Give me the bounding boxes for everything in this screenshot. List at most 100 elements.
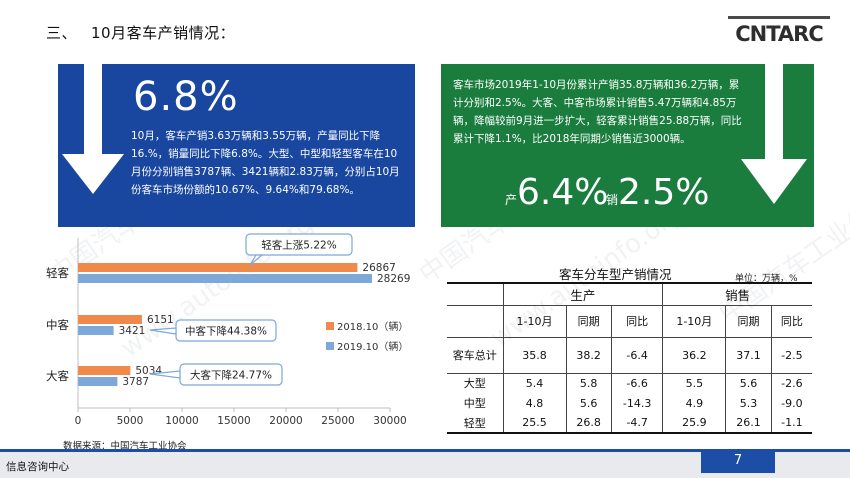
table-column-header: 1-10月 同期 同比 1-10月 同期 同比 [447, 304, 812, 337]
october-summary-text: 10月，客车产销3.63万辆和3.55万辆，产量同比下降16.%，销量同比下降6… [131, 130, 400, 196]
column-header: 1-10月 [502, 304, 566, 337]
bar [78, 366, 131, 375]
footer-divider [0, 449, 850, 452]
footer-org-name: 信息咨询中心 [6, 461, 69, 473]
x-tick-label: 15000 [217, 415, 250, 427]
column-header: 同期 [565, 304, 612, 337]
production-value: 6.4% [517, 172, 609, 213]
table-unit: 单位：万辆，% [735, 274, 798, 284]
x-tick-label: 0 [75, 415, 82, 427]
table-cell: 25.9 [662, 413, 726, 434]
data-label: 28269 [377, 273, 410, 285]
down-arrow-icon [741, 64, 807, 204]
table-cell: -2.6 [770, 373, 812, 393]
bus-sales-bar-chart: 0 5000 10000 15000 20000 25000 30000 轻客 26867 282… [0, 228, 430, 446]
table-cell: 4.8 [502, 393, 566, 413]
chart-legend: 2018.10（辆） 2019.10（辆） [326, 318, 408, 358]
bar [78, 315, 142, 324]
section-title: 10月客车产销情况： [91, 24, 236, 42]
table-cell: 35.8 [502, 336, 566, 374]
table-cell: -4.7 [610, 413, 663, 434]
callout-label: 轻客上涨5.22% [261, 239, 336, 252]
row-label: 中型 [463, 397, 486, 410]
table-row: 客车总计 35.8 38.2 -6.4 36.2 37.1 -2.5 [447, 336, 812, 374]
legend-item-2019: 2019.10（辆） [326, 338, 408, 358]
table-cell: -6.6 [610, 373, 663, 393]
table-cell: 5.3 [725, 393, 772, 413]
sales-label: 销 [606, 193, 619, 207]
table-cell: -6.4 [610, 336, 663, 374]
table-row: 中型 4.8 5.6 -14.3 4.9 5.3 -9.0 [447, 393, 812, 413]
source-note: 数据来源：中国汽车工业协会 [63, 441, 187, 452]
logo-bar [728, 16, 830, 19]
cumulative-summary-text: 客车市场2019年1-10月份累计产销35.8万辆和36.2万辆，累计分别和2.… [453, 79, 742, 145]
table-cell: 26.1 [725, 413, 772, 434]
table-row: 轻型 25.5 26.8 -4.7 25.9 26.1 -1.1 [447, 413, 812, 434]
table-cell: 36.2 [662, 336, 726, 374]
x-tick-label: 10000 [165, 415, 198, 427]
column-header: 同比 [610, 304, 663, 337]
table-cell: 5.4 [502, 373, 566, 393]
sales-stat: 销2.5% [606, 172, 709, 213]
legend-swatch-2019 [326, 342, 334, 350]
bar [78, 326, 114, 335]
callout-box [245, 233, 353, 256]
bar [78, 274, 372, 283]
category-label: 大客 [46, 369, 69, 383]
table-cell: 5.5 [662, 373, 726, 393]
table-cell: -2.5 [770, 336, 812, 374]
x-tick-label: 5000 [117, 415, 144, 427]
table-corner [447, 304, 503, 337]
page-number: 7 [701, 449, 775, 473]
section-number: 三、 [46, 24, 78, 42]
bar [78, 377, 118, 386]
column-header: 同期 [725, 304, 772, 337]
table-cell: 38.2 [565, 336, 612, 374]
legend-label-2018: 2018.10（辆） [337, 322, 409, 333]
bar [78, 263, 358, 272]
down-arrow-icon [62, 64, 124, 194]
table-cell: 5.6 [725, 373, 772, 393]
table-cell: -14.3 [610, 393, 663, 413]
table-cell: -9.0 [770, 393, 812, 413]
legend-swatch-2018 [326, 322, 334, 330]
table-cell: 4.9 [662, 393, 726, 413]
callout-label: 大客下降24.77% [190, 369, 272, 382]
category-label: 中客 [46, 318, 69, 332]
table-row: 大型 5.4 5.8 -6.6 5.5 5.6 -2.6 [447, 373, 812, 393]
group-production: 生产 [502, 282, 663, 306]
legend-item-2018: 2018.10（辆） [326, 318, 408, 338]
data-label: 6151 [147, 314, 174, 326]
table-cell: 5.8 [565, 373, 612, 393]
row-label: 轻型 [447, 413, 503, 434]
x-tick-label: 30000 [373, 415, 406, 427]
logo-text: CNTARC [735, 22, 824, 46]
data-label: 3787 [122, 376, 149, 388]
category-label: 轻客 [46, 266, 69, 280]
column-header: 同比 [770, 304, 812, 337]
production-stat: 产6.4% [505, 172, 608, 213]
production-sales-table: 生产 销售 1-10月 同期 同比 1-10月 同期 同比 客车总计 35.8 … [447, 282, 812, 434]
chart-canvas: 0 5000 10000 15000 20000 25000 30000 轻客 26867282… [46, 233, 410, 427]
callout-pointer [149, 370, 181, 379]
x-tick-label: 25000 [321, 415, 354, 427]
table-cell: -1.1 [770, 413, 812, 434]
column-header: 1-10月 [662, 304, 726, 337]
row-label: 大型 [463, 377, 486, 391]
callout-pointer [249, 254, 264, 266]
sales-value: 2.5% [618, 172, 710, 213]
group-sales: 销售 [662, 282, 812, 306]
catarc-logo: CNTARC [728, 16, 830, 50]
page-title: 三、 10月客车产销情况： [46, 22, 235, 43]
october-summary-card: 6.8% 10月，客车产销3.63万辆和3.55万辆，产量同比下降16.%，销量… [58, 64, 415, 227]
callout-pointer [149, 327, 177, 335]
table-corner [447, 282, 503, 305]
table-cell: 37.1 [725, 336, 772, 374]
data-label: 26867 [362, 262, 395, 274]
table-title: 客车分车型产销情况 [559, 267, 672, 282]
table-cell: 5.6 [565, 393, 612, 413]
table-cell: 25.5 [502, 413, 566, 434]
table-cell: 26.8 [565, 413, 612, 434]
x-tick-label: 20000 [269, 415, 302, 427]
sales-decline-headline: 6.8% [133, 74, 239, 120]
